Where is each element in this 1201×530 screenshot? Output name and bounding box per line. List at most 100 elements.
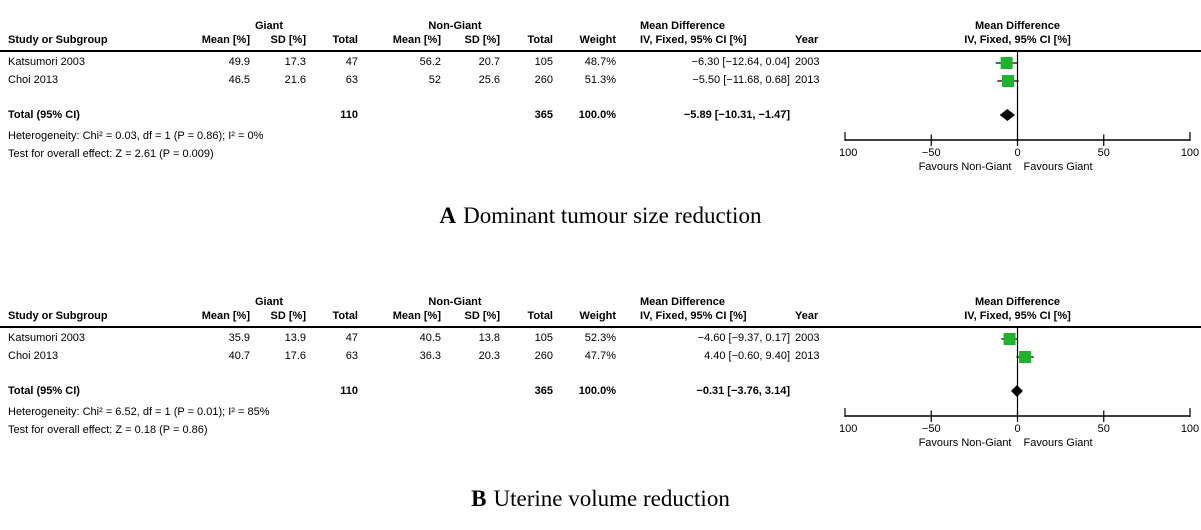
favours-right-label: Favours Giant xyxy=(1024,161,1093,173)
caption-b-text: Uterine volume reduction xyxy=(493,486,730,511)
mean-nongiant: 52 xyxy=(428,74,441,86)
total-nongiant-sum: 365 xyxy=(534,109,553,121)
total-nongiant: 105 xyxy=(534,56,553,68)
md-column-header-line2: IV, Fixed, 95% CI [%] xyxy=(640,34,747,46)
axis-tick-label: 100 xyxy=(1181,423,1199,435)
overall-effect-test: Test for overall effect: Z = 2.61 (P = 0… xyxy=(8,148,214,160)
column-header-mean-giant: Mean [%] xyxy=(201,310,250,322)
axis-tick-label: −100 xyxy=(840,147,857,159)
axis-tick-label: 100 xyxy=(1181,147,1199,159)
column-header-sd-nongiant: SD [%] xyxy=(464,310,500,322)
mean-difference-ci: 4.40 [−0.60, 9.40] xyxy=(704,350,790,362)
mean-difference-ci: −6.30 [−12.64, 0.04] xyxy=(691,56,790,68)
sd-nongiant: 20.7 xyxy=(478,56,500,68)
mean-giant: 40.7 xyxy=(228,350,250,362)
pooled-effect-diamond xyxy=(999,109,1015,121)
column-header-weight: Weight xyxy=(579,310,616,322)
total-md-ci: −5.89 [−10.31, −1.47] xyxy=(683,109,790,121)
column-header-study: Study or Subgroup xyxy=(8,310,108,322)
plot-header-line2: IV, Fixed, 95% CI [%] xyxy=(964,310,1071,322)
pooled-effect-diamond xyxy=(1011,385,1023,397)
header-separator-line xyxy=(0,326,1201,328)
total-nongiant: 260 xyxy=(534,74,553,86)
study-name: Choi 2013 xyxy=(8,74,59,86)
md-column-header-line2: IV, Fixed, 95% CI [%] xyxy=(640,310,747,322)
total-label: Total (95% CI) xyxy=(8,109,80,121)
mean-difference-ci: −4.60 [−9.37, 0.17] xyxy=(697,332,790,344)
weight: 48.7% xyxy=(584,56,616,68)
axis-tick-label: 0 xyxy=(1014,147,1020,159)
mean-giant: 46.5 xyxy=(228,74,250,86)
total-nongiant: 260 xyxy=(534,350,553,362)
year: 2003 xyxy=(795,332,820,344)
total-giant: 63 xyxy=(345,74,358,86)
total-weight: 100.0% xyxy=(578,385,616,397)
column-header-total-giant: Total xyxy=(332,310,358,322)
column-header-total-nongiant: Total xyxy=(527,34,553,46)
total-md-ci: −0.31 [−3.76, 3.14] xyxy=(696,385,790,397)
heterogeneity-stats: Heterogeneity: Chi² = 6.52, df = 1 (P = … xyxy=(8,406,270,418)
md-column-header-line1: Mean Difference xyxy=(640,20,725,32)
mean-nongiant: 36.3 xyxy=(419,350,441,362)
favours-left-label: Favours Non-Giant xyxy=(919,161,1012,173)
group-header-non-giant: Non-Giant xyxy=(428,296,482,308)
group-header-giant: Giant xyxy=(254,296,284,308)
favours-left-label: Favours Non-Giant xyxy=(919,437,1012,449)
sd-nongiant: 20.3 xyxy=(478,350,500,362)
caption-a: A Dominant tumour size reduction xyxy=(0,203,1201,229)
column-header-sd-giant: SD [%] xyxy=(270,310,306,322)
md-column-header-line1: Mean Difference xyxy=(640,296,725,308)
total-weight: 100.0% xyxy=(578,109,616,121)
total-giant-sum: 110 xyxy=(340,385,358,397)
axis-tick-label: 50 xyxy=(1098,423,1110,435)
group-header-giant: Giant xyxy=(254,20,284,32)
weight: 51.3% xyxy=(584,74,616,86)
favours-right-label: Favours Giant xyxy=(1024,437,1093,449)
column-header-mean-nongiant: Mean [%] xyxy=(392,310,441,322)
column-header-study: Study or Subgroup xyxy=(8,34,108,46)
total-label: Total (95% CI) xyxy=(8,385,80,397)
column-header-total-giant: Total xyxy=(332,34,358,46)
column-header-year: Year xyxy=(795,34,819,46)
plot-header-line2: IV, Fixed, 95% CI [%] xyxy=(964,34,1071,46)
study-effect-square xyxy=(1003,333,1016,345)
sd-nongiant: 25.6 xyxy=(478,74,500,86)
weight: 52.3% xyxy=(584,332,616,344)
axis-tick-label: −50 xyxy=(922,147,941,159)
total-giant-sum: 110 xyxy=(340,109,358,121)
study-name: Katsumori 2003 xyxy=(8,56,86,68)
sd-giant: 13.9 xyxy=(284,332,306,344)
mean-difference-ci: −5.50 [−11.68, 0.68] xyxy=(692,74,790,86)
group-header-non-giant: Non-Giant xyxy=(428,20,482,32)
axis-tick-label: −100 xyxy=(840,423,857,435)
caption-b: B Uterine volume reduction xyxy=(0,486,1201,512)
year: 2003 xyxy=(795,56,820,68)
caption-b-letter: B xyxy=(471,486,487,511)
sd-giant: 21.6 xyxy=(284,74,306,86)
mean-nongiant: 40.5 xyxy=(419,332,441,344)
heterogeneity-stats: Heterogeneity: Chi² = 0.03, df = 1 (P = … xyxy=(8,130,264,142)
study-effect-square xyxy=(1019,351,1032,363)
column-header-weight: Weight xyxy=(579,34,616,46)
forest-plot-panel-b: Giant Non-Giant Mean Difference Mean Dif… xyxy=(0,276,1201,456)
total-giant: 63 xyxy=(345,350,358,362)
axis-tick-label: −50 xyxy=(922,423,941,435)
forest-plot-graphic: −100 −50 0 50 100 Favours Non-Giant Favours Gi… xyxy=(840,51,1199,173)
plot-header-line1: Mean Difference xyxy=(975,20,1060,32)
column-header-total-nongiant: Total xyxy=(527,310,553,322)
total-giant: 47 xyxy=(345,56,358,68)
column-header-year: Year xyxy=(795,310,819,322)
study-effect-square xyxy=(1000,57,1013,69)
column-header-mean-nongiant: Mean [%] xyxy=(392,34,441,46)
study-name: Choi 2013 xyxy=(8,350,59,362)
weight: 47.7% xyxy=(584,350,616,362)
column-header-sd-giant: SD [%] xyxy=(270,34,306,46)
header-separator-line xyxy=(0,50,1201,52)
year: 2013 xyxy=(795,74,820,86)
overall-effect-test: Test for overall effect: Z = 0.18 (P = 0… xyxy=(8,424,208,436)
axis-tick-label: 0 xyxy=(1014,423,1020,435)
axis-tick-label: 50 xyxy=(1098,147,1110,159)
total-nongiant-sum: 365 xyxy=(534,385,553,397)
column-header-mean-giant: Mean [%] xyxy=(201,34,250,46)
